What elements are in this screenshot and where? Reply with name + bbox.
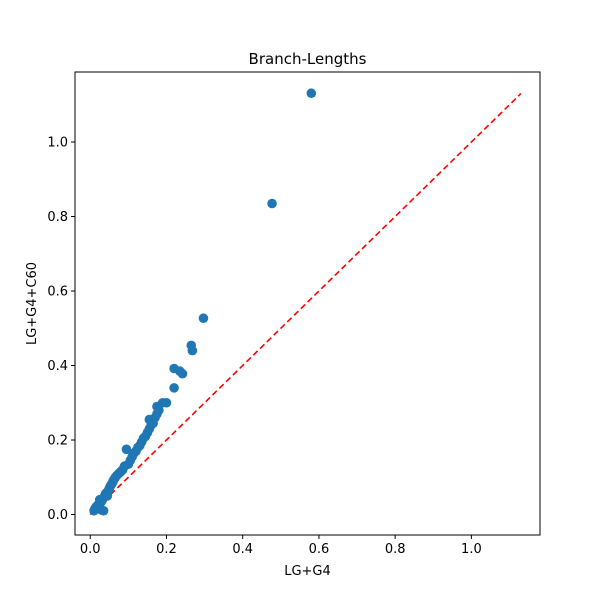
x-axis-ticks: 0.0 0.2 0.4 0.6 0.8 1.0 bbox=[80, 535, 482, 557]
data-point bbox=[187, 345, 198, 356]
x-tick-label: 0.2 bbox=[156, 542, 177, 557]
data-point bbox=[198, 313, 209, 324]
plot-background bbox=[75, 72, 540, 535]
data-point bbox=[267, 198, 277, 209]
y-axis-label: LG+G4+C60 bbox=[25, 262, 40, 345]
x-tick-label: 0.0 bbox=[80, 542, 101, 557]
y-axis-ticks: 0.0 0.2 0.4 0.6 0.8 1.0 bbox=[47, 136, 75, 523]
x-tick-label: 0.8 bbox=[385, 542, 406, 557]
y-tick-label: 0.8 bbox=[47, 210, 68, 225]
data-point bbox=[102, 491, 113, 501]
y-tick-label: 0.0 bbox=[47, 508, 68, 523]
data-point bbox=[306, 88, 317, 99]
plot-frame bbox=[74, 71, 541, 536]
y-tick-label: 0.6 bbox=[47, 285, 68, 300]
y-tick-label: 1.0 bbox=[47, 136, 68, 151]
x-axis-label: LG+G4 bbox=[284, 564, 331, 579]
x-tick-label: 0.6 bbox=[309, 542, 330, 557]
data-point bbox=[169, 383, 179, 393]
y-tick-label: 0.2 bbox=[47, 434, 68, 449]
x-tick-label: 0.4 bbox=[232, 542, 253, 557]
data-point bbox=[121, 444, 132, 455]
data-point bbox=[177, 368, 188, 379]
reference-line-layer bbox=[89, 93, 522, 516]
data-points-layer bbox=[89, 88, 317, 516]
y-tick-label: 0.4 bbox=[47, 359, 68, 374]
data-point bbox=[98, 505, 109, 516]
data-point bbox=[161, 397, 172, 408]
chart-title: Branch-Lengths bbox=[249, 50, 367, 68]
reference-line bbox=[89, 93, 522, 516]
data-point bbox=[94, 494, 105, 505]
x-tick-label: 1.0 bbox=[461, 542, 482, 557]
